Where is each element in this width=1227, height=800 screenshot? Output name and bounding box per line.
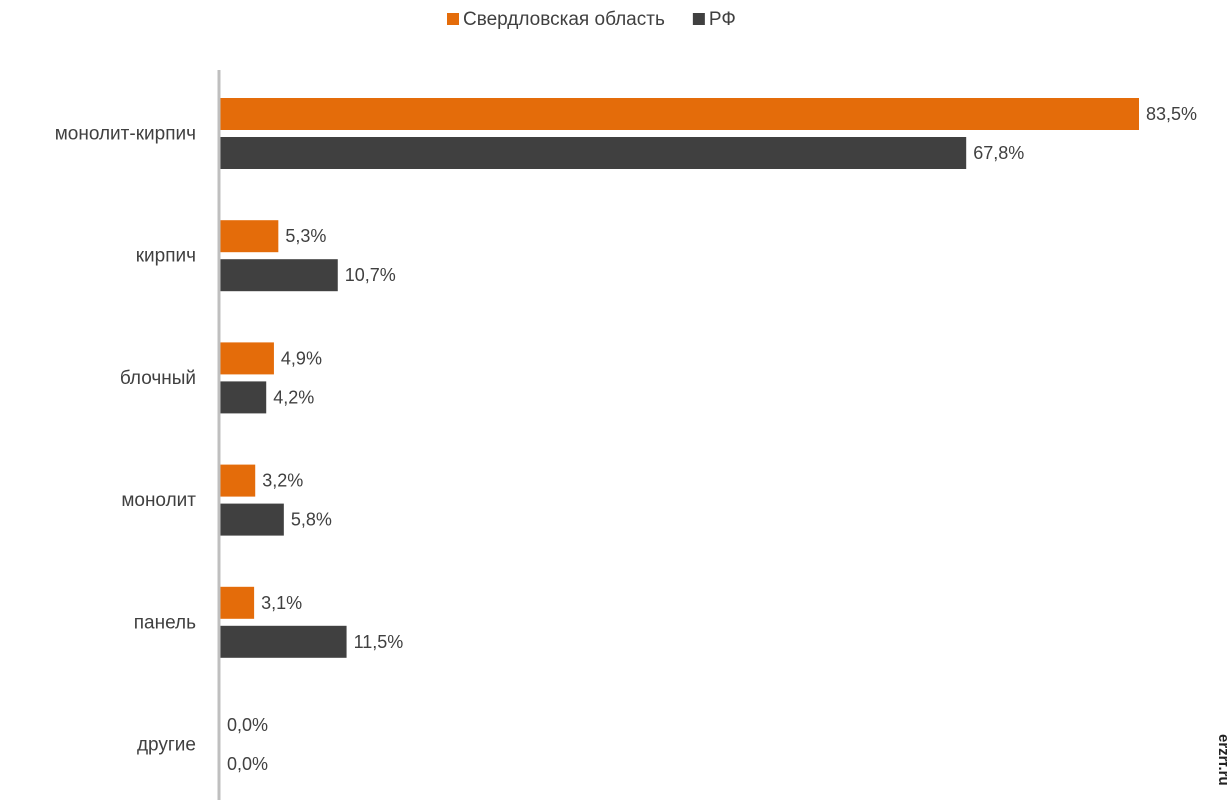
bar-блочный-0 xyxy=(220,342,274,375)
value-label-другие-1: 0,0% xyxy=(227,754,268,774)
category-label-кирпич: кирпич xyxy=(136,246,196,267)
bar-монолит-кирпич-0 xyxy=(220,98,1139,130)
bar-монолит-0 xyxy=(220,464,256,497)
bar-кирпич-0 xyxy=(220,220,279,253)
bar-панель-0 xyxy=(220,586,255,619)
bar-панель-1 xyxy=(220,625,347,658)
value-label-другие-0: 0,0% xyxy=(227,715,268,735)
value-label-блочный-0: 4,9% xyxy=(281,348,322,368)
value-label-блочный-1: 4,2% xyxy=(273,387,314,407)
value-label-панель-0: 3,1% xyxy=(261,593,302,613)
bars-group xyxy=(220,98,1139,658)
category-label-монолит-кирпич: монолит-кирпич xyxy=(55,124,196,145)
bar-монолит-кирпич-1 xyxy=(220,137,967,169)
legend: Свердловская область РФ xyxy=(447,9,736,30)
value-label-монолит-кирпич-1: 67,8% xyxy=(973,143,1024,163)
category-label-блочный: блочный xyxy=(120,368,196,389)
watermark: erzrf.ru xyxy=(1215,734,1227,786)
bar-монолит-1 xyxy=(220,503,284,536)
category-label-другие: другие xyxy=(137,735,196,756)
bar-блочный-1 xyxy=(220,381,267,414)
value-label-панель-1: 11,5% xyxy=(354,632,404,652)
labels-group: монолит-кирпич 83,5% 67,8% кирпич 5,3% 10,7% б… xyxy=(55,104,1197,774)
category-label-панель: панель xyxy=(134,612,196,633)
legend-swatch-0 xyxy=(447,13,459,25)
bar-кирпич-1 xyxy=(220,259,338,292)
category-label-монолит: монолит xyxy=(121,490,196,511)
legend-swatch-1 xyxy=(692,13,705,25)
legend-label-1: РФ xyxy=(709,9,736,30)
value-label-кирпич-0: 5,3% xyxy=(285,226,326,246)
value-label-монолит-кирпич-0: 83,5% xyxy=(1146,104,1197,124)
value-label-монолит-0: 3,2% xyxy=(262,471,303,491)
legend-label-0: Свердловская область xyxy=(463,9,665,30)
value-label-монолит-1: 5,8% xyxy=(291,510,332,530)
value-label-кирпич-1: 10,7% xyxy=(345,265,396,285)
